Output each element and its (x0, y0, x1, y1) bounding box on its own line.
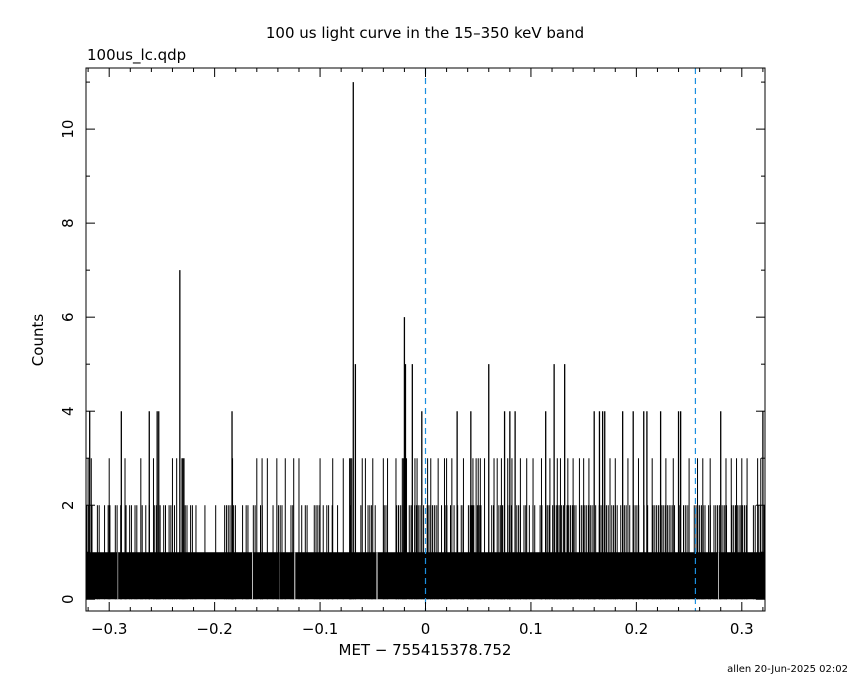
chart-filename: 100us_lc.qdp (87, 46, 186, 65)
x-tick-label: 0 (421, 620, 431, 638)
y-tick-label: 8 (59, 218, 77, 228)
y-tick-label: 10 (59, 120, 77, 139)
chart-title: 100 us light curve in the 15–350 keV ban… (266, 24, 584, 42)
y-axis-label: Counts (29, 314, 47, 367)
x-tick-label: 0.2 (624, 620, 648, 638)
x-tick-label: 0.3 (730, 620, 754, 638)
y-tick-label: 4 (59, 406, 77, 416)
y-axis: 0 2 4 6 8 10 (59, 81, 765, 604)
y-tick-label: 2 (59, 500, 77, 510)
x-axis: −0.3 −0.2 −0.1 0 0.1 0.2 0.3 (87, 68, 764, 638)
x-tick-label: −0.1 (302, 620, 338, 638)
footer-stamp: allen 20-Jun-2025 02:02 (727, 664, 848, 675)
x-tick-label: −0.3 (91, 620, 127, 638)
x-axis-label: MET − 755415378.752 (339, 641, 512, 659)
y-tick-label: 6 (59, 312, 77, 322)
x-tick-label: −0.2 (196, 620, 232, 638)
trigger-markers (424, 68, 697, 611)
x-tick-label: 0.1 (519, 620, 543, 638)
y-tick-label: 0 (59, 594, 77, 604)
